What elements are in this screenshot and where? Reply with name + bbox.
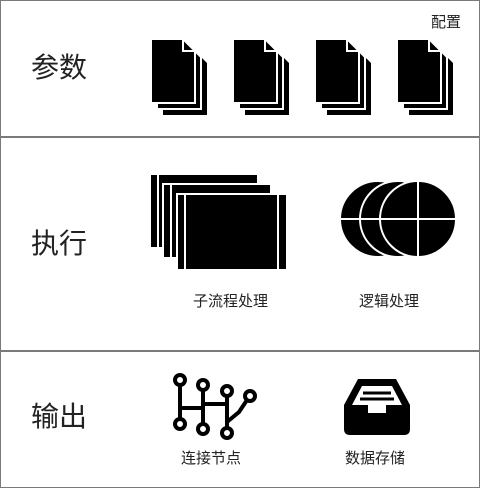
subprocess-tool[interactable] [149,173,289,271]
data-storage-tool-label: 数据存储 [345,449,406,467]
param-item-2[interactable] [233,39,293,117]
data-storage-tool[interactable] [344,379,410,435]
logic-tool-label: 逻辑处理 [359,292,420,310]
document-stack-icon [397,39,453,115]
output-section: 输出 连接节点 [1,352,479,486]
overlapping-circles-icon [339,180,457,258]
subprocess-tool-label: 子流程处理 [193,292,269,310]
document-stack-icon [233,39,289,115]
exec-section-title: 执行 [31,227,88,260]
param-item-1[interactable] [151,39,211,117]
connect-nodes-tool-label: 连接节点 [181,449,242,467]
params-section: 配置 参数 [1,1,479,136]
section-divider [1,136,479,138]
config-link[interactable]: 配置 [430,13,461,31]
circuit-nodes-icon [173,373,257,440]
stacked-frames-icon [149,173,288,271]
param-item-3[interactable] [315,39,375,117]
params-section-title: 参数 [31,51,88,84]
document-stack-icon [315,39,371,115]
connect-nodes-tool[interactable] [169,372,261,442]
output-section-title: 输出 [31,400,88,433]
document-stack-icon [151,39,207,115]
exec-section: 执行 子流程处理 逻辑处理 [1,138,479,350]
logic-tool[interactable] [338,179,460,261]
section-divider [1,350,479,352]
inbox-tray-icon [344,379,410,435]
param-item-4[interactable] [397,39,457,117]
